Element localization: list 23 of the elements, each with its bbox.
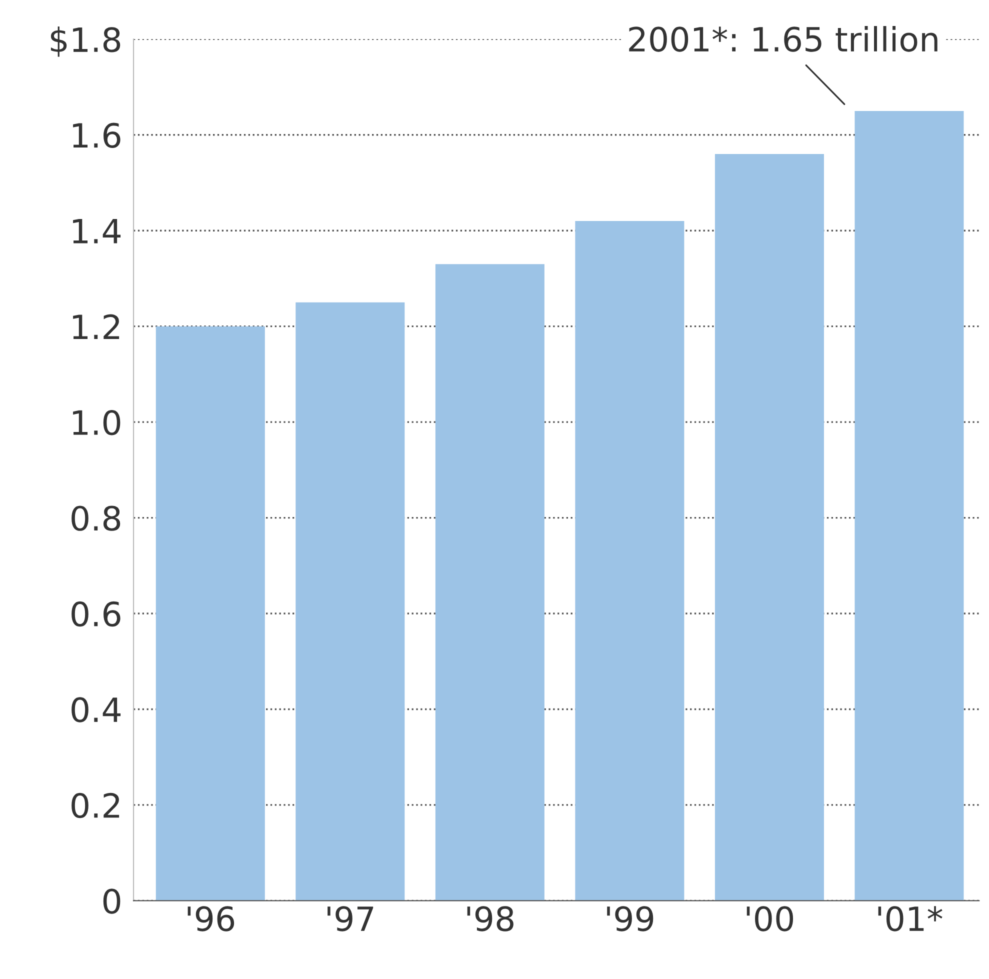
x-tick-label: '00 xyxy=(746,906,794,932)
x-tick-label: '99 xyxy=(607,906,654,932)
x-tick-label: '97 xyxy=(328,906,374,932)
x-tick-label: '98 xyxy=(467,906,514,932)
y-tick-label: 0.4 xyxy=(72,697,121,722)
bar xyxy=(854,110,964,901)
y-tick-label: 1.0 xyxy=(73,410,120,436)
x-tick-label: '96 xyxy=(188,906,234,932)
bar xyxy=(296,302,405,901)
y-tick-label: 1.2 xyxy=(73,314,120,339)
bar xyxy=(714,154,824,901)
y-tick-label: 0.2 xyxy=(72,792,120,818)
y-tick-label: 0.8 xyxy=(72,506,120,531)
y-tick-label: $1.8 xyxy=(50,26,120,57)
bar xyxy=(575,221,684,901)
bar xyxy=(156,326,265,901)
y-tick-label: 0 xyxy=(103,888,120,914)
annotation: 2001*: 1.65 trillion xyxy=(629,26,938,52)
x-tick-label: '01* xyxy=(878,906,942,932)
y-tick-label: 0.6 xyxy=(72,601,120,627)
bar xyxy=(435,264,544,901)
y-tick-label: 1.4 xyxy=(73,218,121,244)
y-tick-label: 1.6 xyxy=(73,122,120,148)
